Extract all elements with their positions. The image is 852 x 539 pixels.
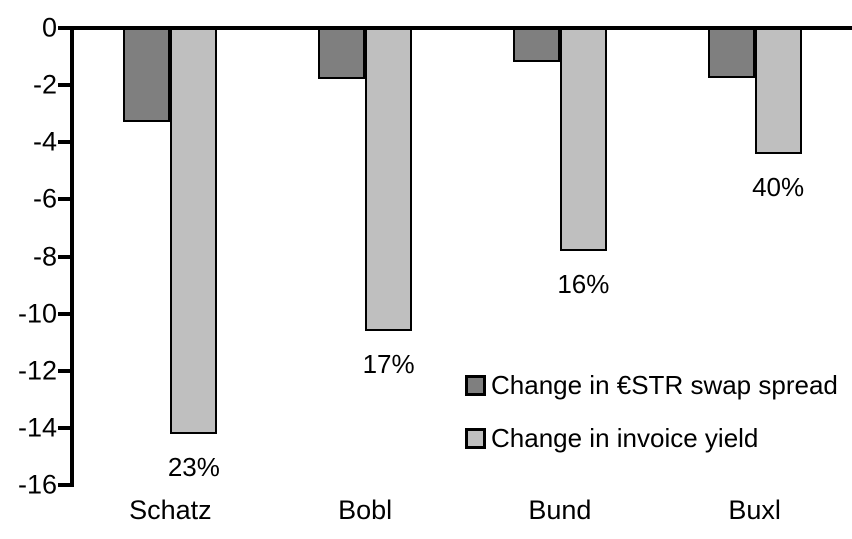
y-axis-tick <box>58 483 74 487</box>
bar-invoice-yield-bund <box>559 28 607 251</box>
y-axis-tick <box>58 197 74 202</box>
zero-baseline <box>58 26 852 30</box>
y-tick-label: -16 <box>17 469 57 500</box>
data-label-schatz: 23% <box>167 451 220 482</box>
y-tick-label: -2 <box>32 69 57 100</box>
legend-swatch-swap-spread <box>465 374 486 396</box>
y-tick-label: -8 <box>32 241 57 271</box>
x-category-label-buxl: Buxl <box>728 495 781 525</box>
y-axis-tick <box>58 254 74 259</box>
data-label-bobl: 17% <box>362 348 415 379</box>
y-tick-label: -12 <box>17 355 57 386</box>
legend-item-invoice-yield: Change in invoice yield <box>465 424 838 452</box>
legend-label-swap-spread: Change in €STR swap spread <box>491 370 838 400</box>
bar-swap-spread-buxl <box>707 28 755 78</box>
y-tick-label: 0 <box>41 12 57 43</box>
y-axis-tick <box>58 311 74 316</box>
y-axis-tick <box>58 425 74 430</box>
y-tick-label: -10 <box>17 298 57 329</box>
data-label-bund: 16% <box>557 268 610 299</box>
y-tick-label: -6 <box>32 183 57 214</box>
bar-swap-spread-schatz <box>123 28 171 123</box>
data-label-buxl: 40% <box>752 171 805 202</box>
bar-invoice-yield-buxl <box>754 28 802 154</box>
y-axis-tick <box>58 140 74 145</box>
bar-swap-spread-bobl <box>318 28 366 80</box>
bar-invoice-yield-schatz <box>170 28 218 434</box>
y-axis-tick <box>58 368 74 373</box>
legend-swatch-invoice-yield <box>465 427 486 449</box>
x-category-label-bund: Bund <box>528 495 592 525</box>
y-axis-tick <box>58 83 74 88</box>
y-tick-label: -14 <box>17 412 57 443</box>
y-tick-label: -4 <box>32 126 57 157</box>
legend: Change in €STR swap spread Change in inv… <box>465 371 838 477</box>
legend-label-invoice-yield: Change in invoice yield <box>491 423 759 453</box>
legend-item-swap-spread: Change in €STR swap spread <box>465 371 838 399</box>
bar-swap-spread-bund <box>512 28 560 63</box>
bar-invoice-yield-bobl <box>365 28 413 331</box>
x-category-label-schatz: Schatz <box>129 495 212 525</box>
x-category-label-bobl: Bobl <box>338 495 393 525</box>
